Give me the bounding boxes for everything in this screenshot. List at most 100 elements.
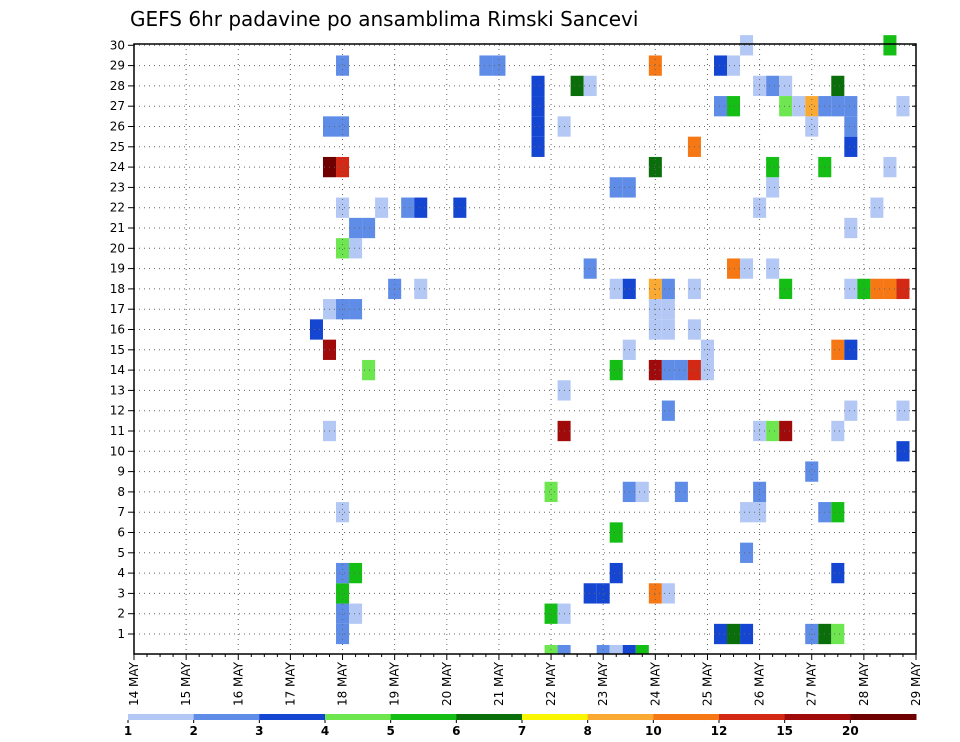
heatmap-cell bbox=[740, 258, 754, 279]
x-tick-label: 22 MAY bbox=[544, 661, 558, 706]
colorbar-label: 15 bbox=[776, 724, 793, 738]
heatmap-cell bbox=[544, 603, 558, 624]
heatmap-cell bbox=[479, 55, 493, 76]
heatmap-cell bbox=[375, 197, 389, 218]
colorbar-swatch bbox=[653, 714, 720, 720]
colorbar-swatch bbox=[719, 714, 786, 720]
heatmap-cell bbox=[609, 278, 623, 300]
heatmap-cell bbox=[805, 461, 819, 482]
y-tick-label: 25 bbox=[110, 140, 125, 154]
x-tick-label: 28 MAY bbox=[857, 661, 871, 706]
colorbar-swatch bbox=[587, 714, 654, 720]
heatmap-cell bbox=[570, 75, 584, 97]
heatmap-cell bbox=[648, 278, 662, 300]
heatmap-cell bbox=[779, 420, 793, 442]
heatmap-cell bbox=[492, 55, 506, 76]
heatmap-cell bbox=[831, 420, 845, 442]
heatmap-cell bbox=[896, 400, 910, 421]
heatmap-cell bbox=[844, 136, 858, 157]
heatmap-cell bbox=[805, 116, 819, 137]
heatmap-cell bbox=[336, 238, 350, 259]
heatmap-cell bbox=[583, 258, 597, 279]
heatmap-cell bbox=[844, 400, 858, 421]
colorbar-label: 10 bbox=[645, 724, 662, 738]
heatmap-cell bbox=[727, 96, 741, 117]
x-axis: 14 MAY 15 MAY 16 MAY 17 MAY 18 MAY 19 MAY 20 M… bbox=[127, 654, 923, 706]
colorbar-swatch bbox=[390, 714, 457, 720]
colorbar-label: 12 bbox=[711, 724, 728, 738]
y-tick-label: 3 bbox=[117, 586, 125, 600]
heatmap-cell bbox=[700, 359, 714, 381]
heatmap-cell bbox=[844, 339, 858, 360]
x-tick-label: 18 MAY bbox=[336, 661, 350, 706]
heatmap-cell bbox=[336, 603, 350, 624]
y-tick-label: 30 bbox=[110, 38, 125, 52]
x-tick-label: 16 MAY bbox=[231, 661, 245, 706]
heatmap-cell bbox=[349, 299, 363, 320]
heatmap-cell bbox=[805, 96, 819, 117]
colorbar-label: 4 bbox=[321, 724, 329, 738]
colorbar: 1 2 3 4 5 6 7 8 10 12 15 20 bbox=[124, 714, 917, 738]
heatmap-cell bbox=[740, 502, 754, 523]
colorbar-swatch bbox=[259, 714, 326, 720]
heatmap-cell bbox=[362, 217, 376, 239]
heatmap-cell bbox=[713, 55, 728, 76]
heatmap-cell bbox=[336, 156, 350, 178]
heatmap-cell bbox=[766, 258, 780, 279]
heatmap-cell bbox=[766, 420, 780, 442]
heatmap-cell bbox=[766, 177, 780, 198]
heatmap-cell bbox=[661, 299, 675, 320]
heatmap-cell bbox=[349, 238, 363, 259]
x-tick-label: 26 MAY bbox=[753, 661, 767, 706]
heatmap-cell bbox=[336, 583, 350, 604]
y-tick-label: 9 bbox=[117, 465, 125, 479]
y-tick-label: 18 bbox=[110, 282, 125, 296]
heatmap-cell bbox=[336, 502, 350, 523]
heatmap-cell bbox=[414, 278, 428, 300]
x-tick-label: 24 MAY bbox=[648, 661, 662, 706]
x-tick-label: 15 MAY bbox=[179, 661, 193, 706]
x-tick-label: 23 MAY bbox=[596, 661, 610, 706]
heatmap-cell bbox=[896, 96, 910, 117]
heatmap-cells bbox=[309, 35, 910, 654]
x-tick-label: 29 MAY bbox=[909, 661, 923, 706]
heatmap-cell bbox=[531, 136, 545, 157]
x-tick-label: 14 MAY bbox=[127, 661, 141, 706]
heatmap-cell bbox=[557, 645, 571, 654]
heatmap-cell bbox=[713, 623, 728, 645]
heatmap-cell bbox=[309, 319, 323, 340]
heatmap-cell bbox=[609, 645, 623, 654]
heatmap-cell bbox=[661, 583, 675, 604]
heatmap-cell bbox=[414, 197, 428, 218]
colorbar-label: 7 bbox=[518, 724, 526, 738]
colorbar-swatch bbox=[456, 714, 523, 720]
x-tick-label: 21 MAY bbox=[492, 661, 506, 706]
y-tick-label: 27 bbox=[110, 99, 125, 113]
heatmap-cell bbox=[779, 278, 793, 300]
y-tick-label: 21 bbox=[110, 221, 125, 235]
heatmap-cell bbox=[766, 156, 780, 178]
heatmap-cell bbox=[648, 359, 662, 381]
y-tick-label: 20 bbox=[110, 241, 125, 255]
heatmap-cell bbox=[544, 481, 558, 503]
heatmap-cell bbox=[336, 197, 350, 218]
y-tick-label: 14 bbox=[110, 363, 125, 377]
y-tick-label: 10 bbox=[110, 444, 125, 458]
y-tick-label: 16 bbox=[110, 323, 125, 337]
heatmap-cell bbox=[740, 542, 754, 563]
colorbar-swatch bbox=[193, 714, 260, 720]
heatmap-cell bbox=[831, 96, 845, 117]
y-tick-label: 7 bbox=[117, 505, 125, 519]
heatmap-cell bbox=[609, 359, 623, 381]
plot-frame bbox=[133, 43, 917, 655]
heatmap-cell bbox=[870, 197, 884, 218]
heatmap-cell bbox=[661, 278, 675, 300]
heatmap-cell bbox=[583, 583, 597, 604]
x-tick-label: 19 MAY bbox=[388, 661, 402, 706]
chart-title: GEFS 6hr padavine po ansamblima Rimski S… bbox=[130, 7, 638, 31]
heatmap-cell bbox=[349, 603, 363, 624]
heatmap-cell bbox=[583, 75, 597, 97]
colorbar-swatch bbox=[850, 714, 917, 720]
heatmap-cell bbox=[661, 400, 675, 421]
heatmap-cell bbox=[831, 623, 845, 645]
